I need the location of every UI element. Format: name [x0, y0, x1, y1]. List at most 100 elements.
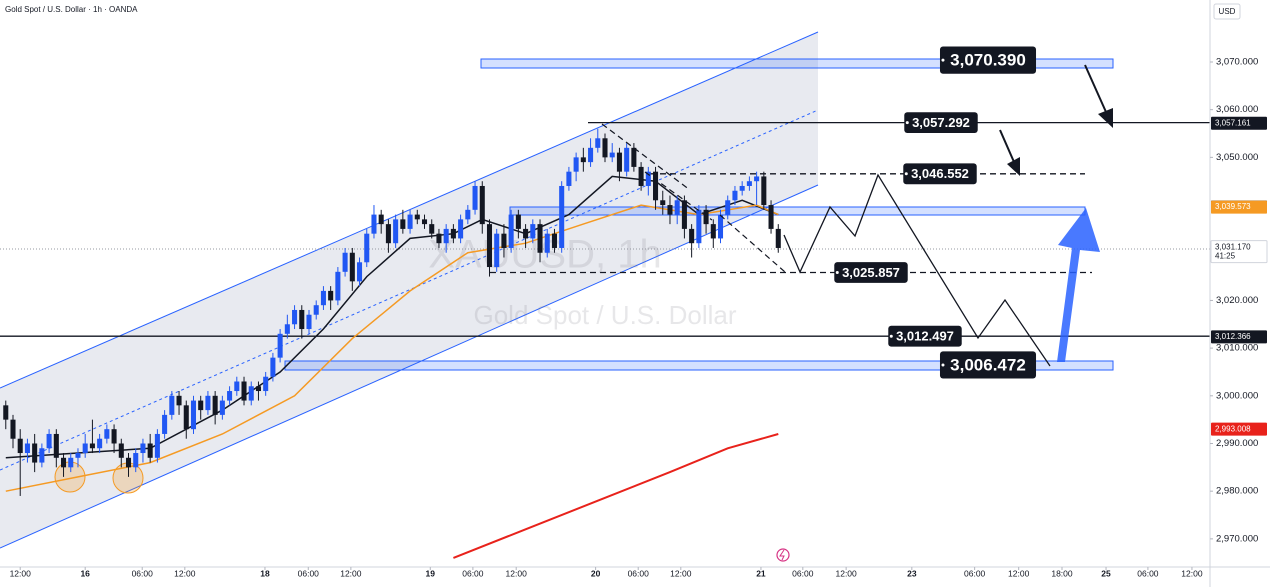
- level-box: [939, 46, 1037, 74]
- x-tick-label: 23: [907, 568, 917, 578]
- price-tag-label: 2,993.008: [1215, 424, 1251, 433]
- candle-body: [335, 271, 341, 301]
- x-tick-label: 12:00: [1008, 568, 1030, 578]
- candle-body: [277, 333, 283, 358]
- x-tick-label: 16: [80, 568, 90, 578]
- candle-body: [154, 433, 160, 458]
- arrow-head: [1007, 157, 1020, 176]
- candle-body: [140, 443, 146, 454]
- candle-body: [595, 138, 601, 148]
- candle-body: [674, 200, 680, 215]
- candle-body: [739, 185, 745, 191]
- candle-body: [263, 376, 269, 392]
- x-tick-label: 21: [756, 568, 766, 578]
- candle-body: [400, 219, 406, 229]
- x-tick-label: 06:00: [132, 568, 154, 578]
- candle-body: [566, 171, 572, 186]
- zone: [284, 360, 1114, 371]
- candle-body: [638, 166, 644, 186]
- dashed-trend: [719, 214, 786, 273]
- price-tag-label: 3,012.366: [1215, 332, 1251, 341]
- price-tag: [1211, 330, 1267, 344]
- candle-body: [667, 205, 673, 215]
- price-tag: [1210, 240, 1268, 264]
- level-box: [903, 163, 977, 185]
- candle-body: [10, 419, 16, 439]
- channel-lower: [0, 184, 819, 549]
- candle-body: [775, 228, 781, 248]
- x-tick-label: 12:00: [506, 568, 528, 578]
- price-tag-label: 3,031.170: [1215, 242, 1251, 251]
- candle-body: [494, 233, 500, 268]
- candle-body: [378, 214, 384, 225]
- x-tick-label: 18:00: [1051, 568, 1073, 578]
- candle-body: [631, 147, 637, 167]
- candle-body: [162, 414, 168, 434]
- x-tick-label: 12:00: [835, 568, 857, 578]
- candle-body: [125, 457, 132, 468]
- x-tick-label: 18: [260, 568, 270, 578]
- x-tick-label: 06:00: [792, 568, 814, 578]
- level-anchor: [835, 270, 839, 274]
- y-tick-label: 3,020.000: [1216, 295, 1258, 306]
- candle-body: [82, 443, 88, 454]
- candle-body: [32, 443, 38, 463]
- level-box: [904, 112, 978, 133]
- candle-body: [385, 224, 391, 244]
- candle-body: [645, 171, 651, 186]
- candle-body: [68, 457, 74, 468]
- candle-body: [17, 438, 23, 454]
- y-axis-panel: [1210, 0, 1270, 587]
- level-label: 3,070.390: [950, 51, 1026, 70]
- dashed-trend: [601, 123, 691, 191]
- candle-body: [46, 433, 52, 449]
- candle-body: [761, 176, 767, 206]
- dashed-trend: [644, 171, 713, 221]
- candle-body: [212, 395, 218, 415]
- candle-body: [551, 233, 557, 248]
- channel-middle: [0, 109, 819, 471]
- candle-body: [710, 224, 716, 239]
- zone: [480, 58, 1114, 69]
- level-label: 3,025.857: [842, 265, 900, 280]
- candle-body: [421, 219, 428, 225]
- y-tick-label: 3,000.000: [1216, 390, 1258, 401]
- candle-body: [696, 209, 702, 244]
- candle-body: [89, 443, 95, 449]
- candle-body: [537, 224, 543, 253]
- candle-body: [219, 400, 225, 415]
- candle-body: [111, 429, 117, 444]
- candle-body: [436, 233, 442, 244]
- candle-body: [306, 314, 312, 330]
- candle-body: [39, 448, 45, 463]
- candle-body: [227, 391, 233, 401]
- candle-body: [393, 219, 399, 244]
- level-label: 3,006.472: [950, 355, 1026, 374]
- x-tick-label: 12:00: [670, 568, 692, 578]
- y-tick-label: 3,060.000: [1216, 104, 1258, 115]
- candle-body: [544, 233, 550, 253]
- candle-body: [104, 429, 110, 439]
- x-tick-label: 12:00: [10, 568, 32, 578]
- candle-body: [342, 252, 348, 272]
- candle-body: [198, 400, 204, 411]
- candle-body: [588, 147, 594, 163]
- price-tag: [1211, 200, 1267, 214]
- candle-body: [248, 386, 254, 401]
- candle-body: [284, 324, 290, 334]
- candle-body: [616, 152, 622, 172]
- candle-body: [147, 443, 153, 458]
- candle-body: [732, 190, 738, 201]
- x-tick-label: 06:00: [1137, 568, 1159, 578]
- currency-box: [1213, 3, 1241, 20]
- candle-body: [465, 209, 471, 220]
- up-arrow: [1057, 208, 1100, 362]
- arrow-line: [999, 129, 1015, 163]
- level-label: 3,057.292: [912, 115, 970, 130]
- candle-body: [660, 200, 666, 206]
- level-label: 3,012.497: [896, 329, 954, 344]
- candle-body: [313, 305, 319, 315]
